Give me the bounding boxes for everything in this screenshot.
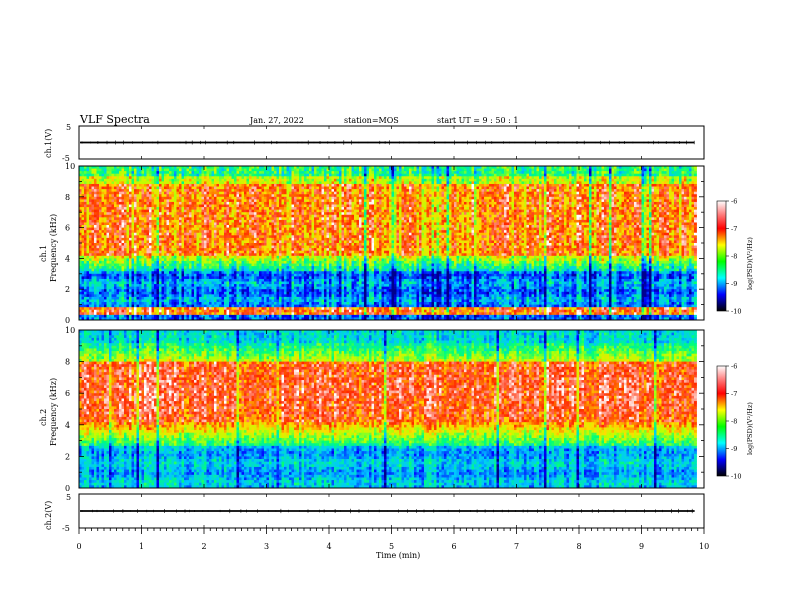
spec1-ylabel-line1: ch.1 xyxy=(39,245,48,262)
colorbar-ch2-tick-2: -8 xyxy=(731,418,737,426)
spec1-ytick-8: 8 xyxy=(65,193,70,202)
x-tick-6: 6 xyxy=(452,542,457,551)
spec1-ytick-10: 10 xyxy=(65,162,75,171)
header-start-time: start UT = 9 : 50 : 1 xyxy=(437,116,518,125)
header-date: Jan. 27, 2022 xyxy=(249,116,304,125)
x-tick-4: 4 xyxy=(327,542,332,551)
x-tick-0: 0 xyxy=(77,542,82,551)
x-tick-5: 5 xyxy=(389,542,394,551)
colorbar-ch1-tick-4: -10 xyxy=(731,308,741,316)
colorbar-ch2-scale xyxy=(717,366,726,476)
colorbar-ch1-tick-0: -6 xyxy=(731,198,737,206)
waveform-panel-ch1: 5 -5 ch.1(V) xyxy=(44,123,704,163)
waveform-panel-ch2: 5 -5 ch.2(V) xyxy=(44,493,704,533)
spec2-ytick-8: 8 xyxy=(65,358,70,367)
colorbar-ch1-tick-3: -9 xyxy=(731,280,737,288)
colorbar-ch2-tick-4: -10 xyxy=(731,473,741,481)
spec2-ytick-6: 6 xyxy=(65,389,70,398)
spectrogram-image-ch2 xyxy=(79,330,697,488)
spec1-ytick-6: 6 xyxy=(65,224,70,233)
spec2-ytick-2: 2 xyxy=(65,452,70,461)
spec2-ytick-4: 4 xyxy=(65,421,70,430)
x-tick-8: 8 xyxy=(577,542,582,551)
spectrogram-panel-ch1: 0 2 4 6 8 10 ch.1 Frequency (kHz) -6 -7 -8 -9 -10… xyxy=(39,162,754,325)
spec2-ytick-10: 10 xyxy=(65,326,75,335)
spec1-ytick-0: 0 xyxy=(65,316,70,325)
x-tick-9: 9 xyxy=(639,542,644,551)
spec2-ytick-0: 0 xyxy=(65,484,70,493)
x-tick-1: 1 xyxy=(139,542,144,551)
x-tick-10: 10 xyxy=(699,542,709,551)
colorbar-ch2-tick-3: -9 xyxy=(731,445,737,453)
colorbar-ch2-label: log(PSD)(V²/Hz) xyxy=(746,402,754,455)
spectrogram-image-ch1 xyxy=(79,166,697,320)
colorbar-ch1-label: log(PSD)(V²/Hz) xyxy=(746,237,754,290)
x-axis-label: Time (min) xyxy=(376,551,420,560)
wave1-ylabel: ch.1(V) xyxy=(44,129,53,158)
spec2-ylabel-line2: Frequency (kHz) xyxy=(49,378,58,446)
spec1-ytick-2: 2 xyxy=(65,285,70,294)
colorbar-ch2-tick-1: -7 xyxy=(731,390,737,398)
colorbar-ch1-tick-1: -7 xyxy=(731,225,737,233)
colorbar-ch1-scale xyxy=(717,201,726,311)
colorbar-ch1-tick-2: -8 xyxy=(731,253,737,261)
wave2-ytick-bottom: -5 xyxy=(62,524,70,533)
wave2-ytick-top: 5 xyxy=(66,493,71,502)
spec1-ylabel-line2: Frequency (kHz) xyxy=(49,214,58,282)
x-tick-2: 2 xyxy=(202,542,207,551)
x-tick-7: 7 xyxy=(514,542,519,551)
colorbar-ch1: -6 -7 -8 -9 -10 log(PSD)(V²/Hz) xyxy=(717,198,754,316)
spec1-ytick-4: 4 xyxy=(65,254,70,263)
spectrogram-panel-ch2: 0 2 4 6 8 10 ch.2 Frequency (kHz) -6 -7 -8 -9 -10… xyxy=(39,326,754,493)
colorbar-ch2: -6 -7 -8 -9 -10 log(PSD)(V²/Hz) xyxy=(717,363,754,481)
wave1-ytick-top: 5 xyxy=(66,123,71,132)
wave2-ylabel: ch.2(V) xyxy=(44,501,53,530)
spec2-ylabel-line1: ch.2 xyxy=(39,409,48,426)
figure-title: VLF Spectra xyxy=(79,113,150,126)
colorbar-ch2-tick-0: -6 xyxy=(731,363,737,371)
x-tick-3: 3 xyxy=(264,542,269,551)
header-station: station=MOS xyxy=(344,116,399,125)
